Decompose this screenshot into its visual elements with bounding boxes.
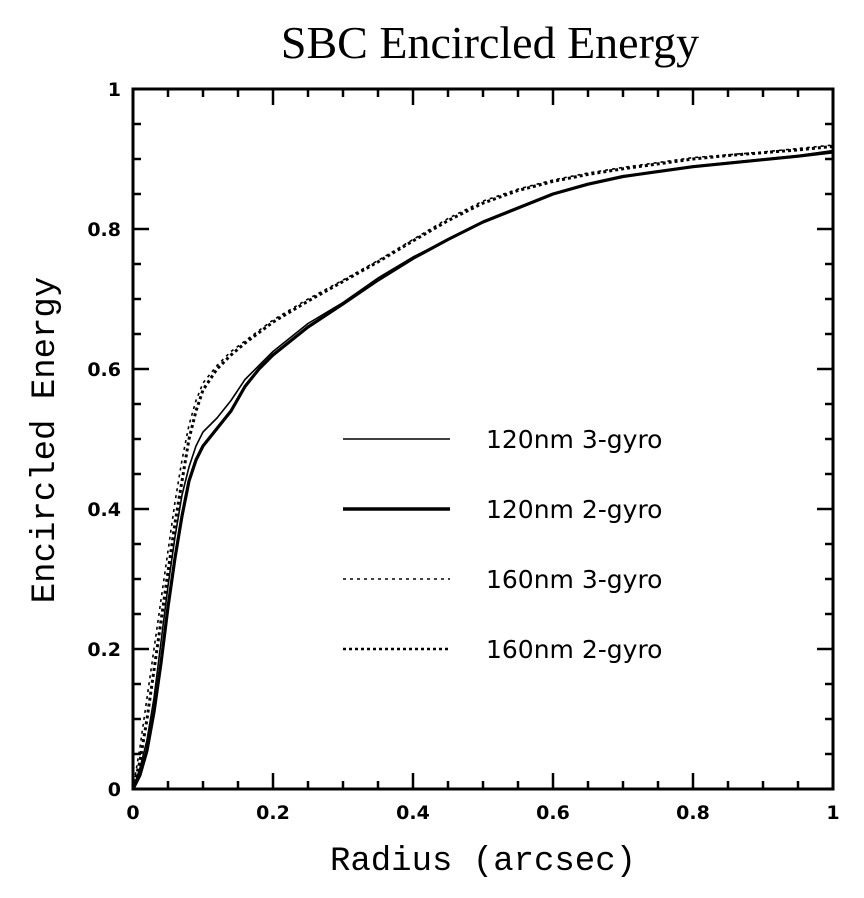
legend-item: 160nm 3-gyro: [343, 565, 662, 594]
series-layer: [131, 144, 834, 790]
y-tick-label: 0.2: [87, 639, 121, 661]
series-line-160nm-2-gyro: [131, 144, 834, 790]
legend-label: 120nm 2-gyro: [486, 495, 662, 524]
y-tick-labels: 0 0.2 0.4 0.6 0.8 1: [87, 79, 121, 801]
plot-frame: [131, 87, 835, 791]
legend: 120nm 3-gyro 120nm 2-gyro 160nm 3-gyro 1…: [343, 425, 662, 664]
y-tick-label: 0.6: [87, 359, 121, 381]
ticks-layer: [133, 89, 833, 789]
x-tick-label: 0.8: [676, 802, 710, 824]
legend-item: 120nm 2-gyro: [343, 495, 662, 524]
x-tick-label: 0.4: [396, 802, 430, 824]
x-axis-label: Radius (arcsec): [330, 843, 636, 881]
series-line-120nm-3-gyro: [132, 149, 834, 790]
y-tick-label: 1: [108, 79, 121, 101]
legend-label: 120nm 3-gyro: [486, 425, 662, 454]
series-line-160nm-3-gyro: [132, 144, 834, 790]
legend-item: 120nm 3-gyro: [343, 425, 662, 454]
legend-label: 160nm 3-gyro: [486, 565, 662, 594]
chart-title: SBC Encircled Energy: [281, 17, 699, 68]
legend-label: 160nm 2-gyro: [486, 635, 662, 664]
x-tick-label: 0.6: [536, 802, 570, 824]
x-tick-label: 1: [826, 802, 839, 824]
x-tick-label: 0: [126, 802, 139, 824]
y-tick-label: 0: [108, 779, 121, 801]
y-tick-label: 0.4: [87, 499, 121, 521]
x-tick-labels: 0 0.2 0.4 0.6 0.8 1: [126, 802, 839, 824]
series-line-120nm-2-gyro: [131, 150, 834, 790]
y-axis-label: Encircled Energy: [27, 277, 65, 603]
y-tick-label: 0.8: [87, 219, 121, 241]
x-tick-label: 0.2: [256, 802, 290, 824]
legend-item: 160nm 2-gyro: [343, 635, 662, 664]
